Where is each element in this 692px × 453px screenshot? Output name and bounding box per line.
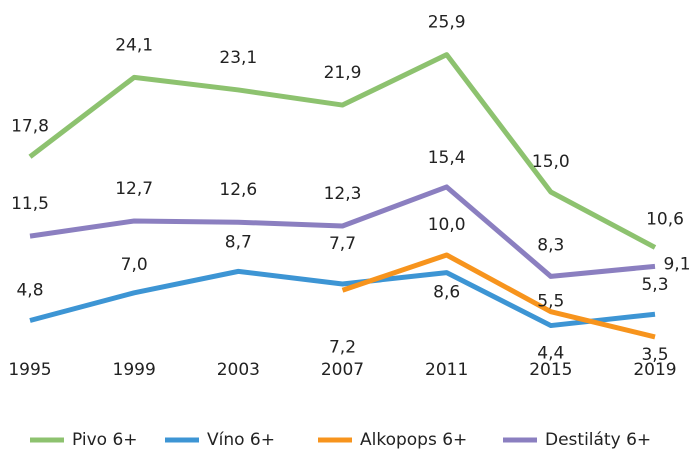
data-label: 3,5	[641, 345, 668, 365]
data-label: 10,0	[428, 215, 466, 235]
series-line	[341, 252, 656, 340]
data-label: 21,9	[324, 63, 362, 83]
data-label: 15,4	[428, 148, 466, 168]
data-label: 23,1	[219, 48, 257, 68]
x-tick-label: 2007	[321, 360, 364, 380]
series-line	[29, 268, 656, 329]
data-label: 7,2	[329, 337, 356, 357]
x-tick-label: 2019	[633, 360, 676, 380]
data-label: 7,0	[121, 255, 148, 275]
data-label: 12,3	[324, 184, 362, 204]
x-tick-label: 1995	[8, 360, 51, 380]
data-label: 8,3	[537, 235, 564, 255]
x-tick-label: 2011	[425, 360, 468, 380]
data-label: 8,7	[225, 232, 252, 252]
series-line	[28, 52, 657, 250]
data-label: 5,3	[641, 275, 668, 295]
data-label: 12,6	[219, 180, 257, 200]
data-label: 9,1	[663, 254, 690, 274]
data-label: 10,6	[646, 209, 684, 229]
data-label: 8,6	[433, 283, 460, 303]
data-label: 11,5	[11, 194, 49, 214]
legend-label: Destiláty 6+	[545, 430, 651, 450]
data-label: 5,5	[537, 292, 564, 312]
legend-label: Pivo 6+	[72, 430, 138, 450]
data-label: 17,8	[11, 117, 49, 137]
data-label: 4,4	[537, 344, 564, 364]
data-label: 12,7	[115, 179, 153, 199]
data-label: 7,7	[329, 234, 356, 254]
legend-label: Alkopops 6+	[360, 430, 467, 450]
data-label: 24,1	[115, 35, 153, 55]
data-label: 25,9	[428, 13, 466, 33]
x-tick-label: 1999	[113, 360, 156, 380]
data-label: 15,0	[532, 152, 570, 172]
legend-label: Víno 6+	[207, 430, 275, 450]
data-label: 4,8	[16, 281, 43, 301]
series-line	[29, 184, 656, 279]
x-tick-label: 2015	[529, 360, 572, 380]
x-tick-label: 2003	[217, 360, 260, 380]
